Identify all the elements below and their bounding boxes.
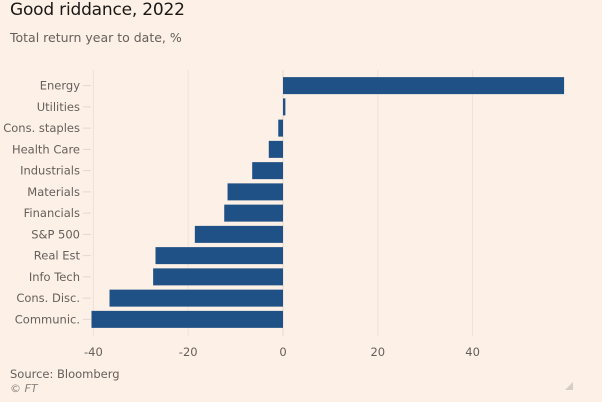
x-tick-label: -40 (84, 345, 103, 359)
bars (91, 77, 565, 328)
bar (278, 119, 283, 137)
category-label: Materials (27, 185, 80, 199)
bar (155, 247, 283, 265)
bar (283, 98, 286, 116)
bar (91, 310, 283, 328)
bar (194, 225, 283, 243)
x-tick-label: 0 (279, 345, 286, 359)
x-tick-label: 40 (465, 345, 480, 359)
source-note: Source: Bloomberg (10, 367, 120, 381)
x-tick-label: 20 (370, 345, 385, 359)
category-label: Cons. Disc. (16, 291, 80, 305)
chart-subtitle: Total return year to date, % (10, 30, 182, 45)
category-label: Cons. staples (3, 121, 80, 135)
bar (224, 204, 283, 222)
x-axis-ticks: -40 -20 0 20 40 (84, 345, 480, 359)
category-label: Health Care (12, 142, 80, 156)
category-label: Energy (40, 79, 80, 93)
x-tick-label: -20 (179, 345, 198, 359)
resize-grip-icon[interactable] (565, 382, 573, 390)
category-label: Industrials (20, 164, 80, 178)
category-label: Utilities (37, 100, 80, 114)
category-label: Real Est (34, 249, 81, 263)
copyright-note: © FT (10, 382, 38, 395)
category-labels: Energy Utilities Cons. staples Health Care I… (3, 79, 80, 327)
chart-title: Good riddance, 2022 (10, 0, 185, 20)
bar (153, 268, 283, 286)
bar (109, 289, 284, 307)
bar (268, 140, 283, 158)
bar (252, 162, 283, 180)
bar (227, 183, 283, 201)
category-label: Communic. (15, 312, 80, 326)
category-label: Financials (24, 206, 80, 220)
category-label: Info Tech (29, 270, 80, 284)
bar (283, 77, 565, 95)
category-label: S&P 500 (31, 227, 80, 241)
